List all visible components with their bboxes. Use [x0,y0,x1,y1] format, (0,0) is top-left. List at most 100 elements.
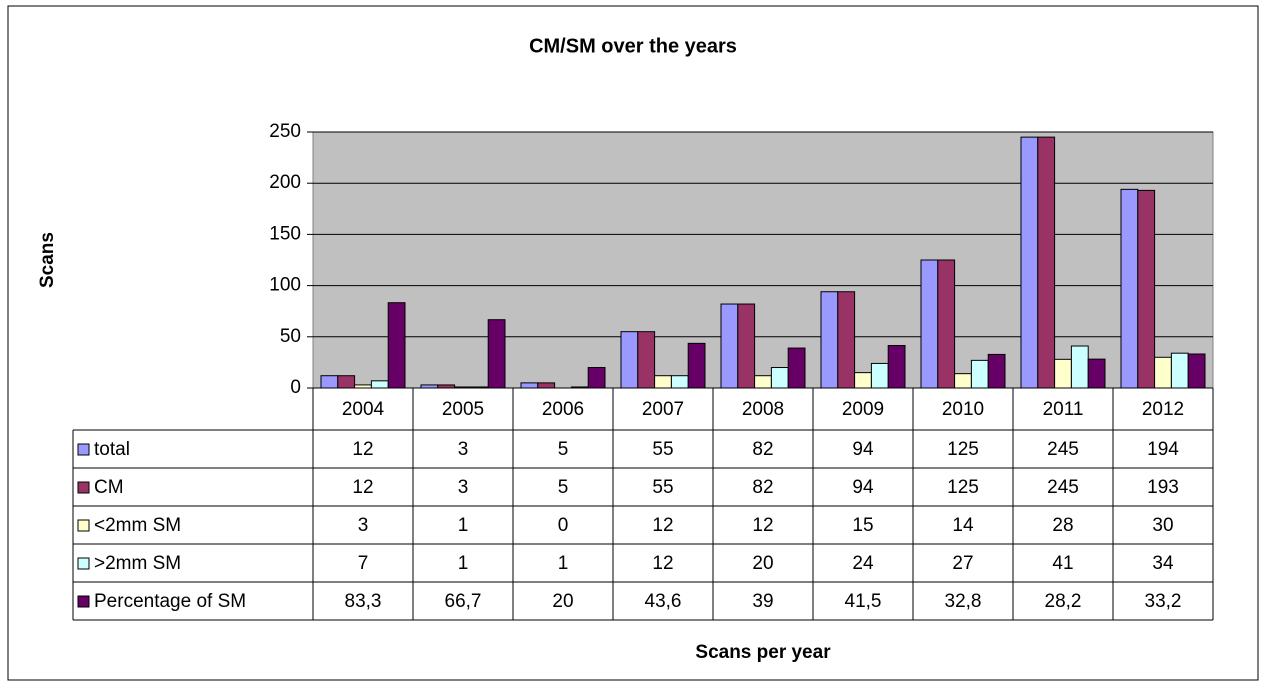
table-cell: 28,2 [1045,591,1082,612]
legend-key [77,443,90,456]
bar [970,359,989,389]
legend-label: total [94,439,130,460]
chart-title: CM/SM over the years [529,35,737,57]
table-cell: 194 [1147,439,1179,460]
table-cell: 94 [852,439,874,460]
bar [920,259,939,389]
y-tick-label: 250 [269,121,301,142]
table-cell: 32,8 [945,591,982,612]
table-cell: 24 [852,553,874,574]
table-cell: 55 [652,477,673,498]
bar [1170,352,1189,389]
legend-label: <2mm SM [94,515,181,536]
table-cell: 41 [1052,553,1073,574]
table-cell: 94 [852,477,874,498]
bar [954,373,972,389]
bar [1070,345,1089,389]
bar [320,375,339,389]
table-cell: 3 [358,515,369,536]
bar [1154,356,1172,389]
table-cell: 12 [352,477,373,498]
table-cell: 5 [558,477,569,498]
table-cell: 12 [652,553,673,574]
bar [587,367,606,389]
bar [854,372,872,389]
table-cell: 82 [752,477,773,498]
table-cell: 55 [652,439,673,460]
table-cell: 1 [458,553,469,574]
bar [1054,358,1072,389]
bar [537,382,556,389]
table-cell: 193 [1147,477,1179,498]
x-tick-label: 2007 [642,399,684,420]
legend-key [77,481,90,494]
x-tick-label: 2012 [1142,399,1184,420]
table-cell: 20 [552,591,573,612]
bar [837,291,856,389]
table-cell: 125 [947,439,979,460]
bar [770,367,789,389]
x-tick-label: 2004 [342,399,385,420]
bar [1020,136,1039,389]
bar [987,353,1006,389]
bar [870,362,889,389]
table-cell: 3 [458,477,469,498]
table-cell: 15 [852,515,873,536]
table-cell: 41,5 [845,591,882,612]
bar [654,375,672,389]
bar [937,259,956,389]
table-cell: 28 [1052,515,1073,536]
table-cell: 125 [947,477,979,498]
bar [687,342,706,389]
bar [1187,353,1206,389]
bar [520,382,539,389]
x-tick-label: 2008 [742,399,784,420]
y-tick-label: 100 [269,275,301,296]
x-tick-label: 2009 [842,399,884,420]
table-cell: 33,2 [1145,591,1182,612]
bar [337,375,356,389]
table-cell: 30 [1152,515,1173,536]
table-cell: 14 [952,515,974,536]
table-cell: 66,7 [445,591,482,612]
bar [1120,188,1139,389]
x-tick-label: 2010 [942,399,984,420]
bar [787,347,806,389]
bar [1037,136,1056,389]
legend-key [77,557,90,570]
table-cell: 12 [752,515,773,536]
table-cell: 83,3 [345,591,382,612]
table-cell: 34 [1152,553,1174,574]
table-cell: 43,6 [645,591,682,612]
legend-label: >2mm SM [94,553,181,574]
table-cell: 7 [358,553,369,574]
legend-label: CM [94,477,124,498]
bar [487,319,506,389]
table-cell: 5 [558,439,569,460]
table-cell: 12 [352,439,373,460]
bar [637,331,656,389]
bar [1137,189,1156,389]
x-tick-label: 2005 [442,399,484,420]
x-tick-label: 2006 [542,399,584,420]
bar [887,345,906,389]
bar [820,291,839,389]
table-cell: 1 [558,553,569,574]
bar [620,331,639,389]
table-cell: 82 [752,439,773,460]
table-cell: 39 [752,591,773,612]
bar [387,302,406,389]
bar [670,375,689,389]
bar [1087,358,1106,389]
table-cell: 245 [1047,439,1079,460]
bar [370,380,389,389]
y-axis-title: Scans [37,232,58,288]
table-cell: 27 [952,553,973,574]
bar [720,303,739,389]
table-cell: 20 [752,553,773,574]
y-tick-label: 200 [269,172,301,193]
bar [754,375,772,389]
plot-area [312,131,1214,389]
x-tick-label: 2011 [1043,399,1084,420]
